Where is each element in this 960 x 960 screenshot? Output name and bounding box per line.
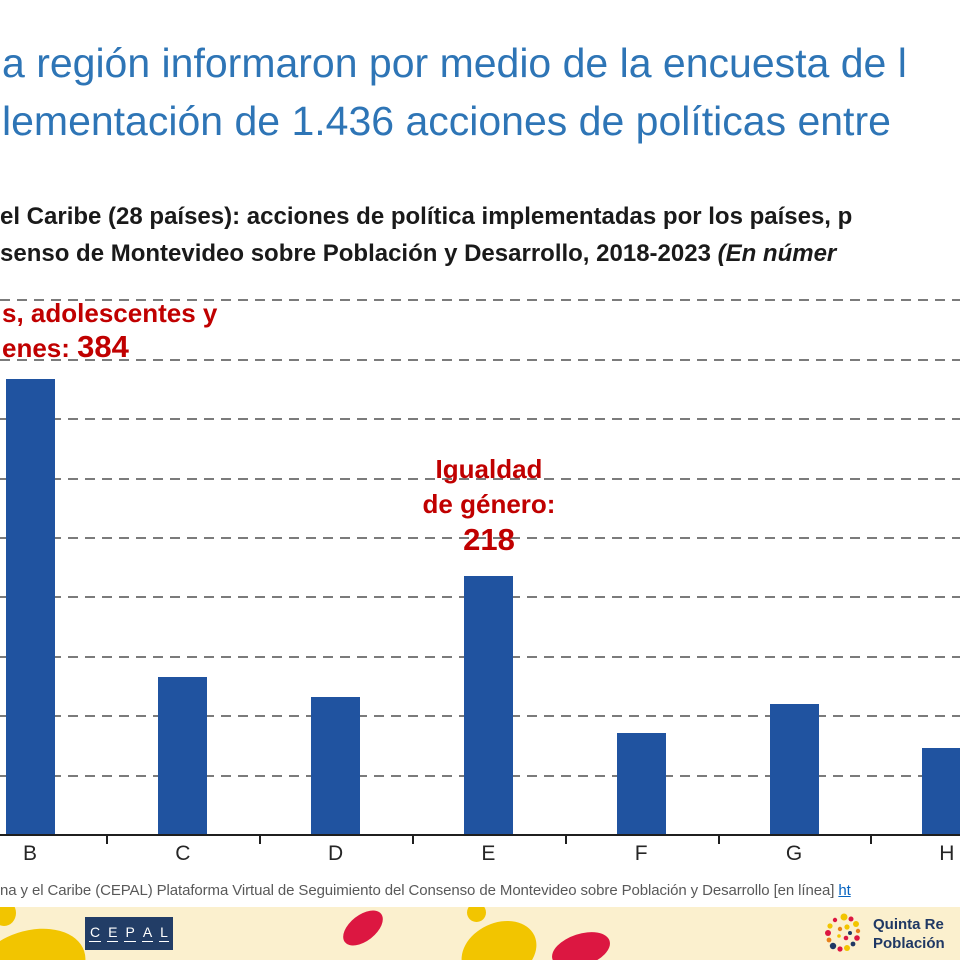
- axis-tick: [106, 836, 109, 844]
- cepal-logo-letter: E: [107, 924, 119, 942]
- subtitle-line-2: senso de Montevideo sobre Población y De…: [0, 235, 960, 272]
- x-axis: [0, 834, 960, 836]
- conference-title-line-1: Quinta Re: [873, 916, 944, 933]
- bar-D: [311, 697, 361, 835]
- conference-title: Quinta Re Población: [873, 915, 945, 953]
- annotation-gender-value: 218: [463, 522, 515, 557]
- category-label-G: G: [785, 842, 803, 865]
- decorative-red-blob: [336, 907, 390, 953]
- category-label-F: F: [634, 842, 648, 865]
- bar-F: [616, 732, 666, 835]
- decorative-yellow-blob: [451, 909, 547, 960]
- axis-tick: [717, 836, 720, 844]
- bar-C: [158, 676, 208, 835]
- category-label-C: C: [175, 842, 191, 865]
- cepal-logo-letter: L: [159, 924, 169, 942]
- title-line-2: lementación de 1.436 acciones de polític…: [2, 98, 891, 144]
- gridline-300: [0, 477, 960, 480]
- axis-tick: [870, 836, 873, 844]
- source-footnote: na y el Caribe (CEPAL) Plataforma Virtua…: [0, 882, 960, 899]
- chart-subtitle: el Caribe (28 países): acciones de polít…: [0, 198, 960, 272]
- cepal-logo-letter: P: [124, 924, 136, 942]
- annotation-youth-line-2: enes: 384: [2, 330, 217, 365]
- category-label-B: B: [22, 842, 38, 865]
- axis-tick: [564, 836, 567, 844]
- title-line-1: a región informaron por medio de la encu…: [2, 40, 907, 86]
- bar-E: [463, 576, 513, 835]
- annotation-youth-label: enes:: [2, 333, 78, 363]
- axis-tick: [412, 836, 414, 844]
- annotation-youth: s, adolescentes y enes: 384: [2, 297, 217, 365]
- gridline-450: [0, 299, 960, 302]
- annotation-gender-line-1: Igualdad: [435, 454, 543, 484]
- source-text: na y el Caribe (CEPAL) Plataforma Virtua…: [0, 882, 839, 899]
- decorative-yellow-dot: [0, 907, 16, 926]
- category-label-H: H: [939, 842, 955, 865]
- annotation-gender-line-2: de género:: [422, 489, 556, 519]
- cepal-logo-letter: A: [141, 924, 154, 942]
- cepal-logo-letter: C: [89, 924, 102, 942]
- category-label-E: E: [481, 842, 496, 865]
- subtitle-line-1: el Caribe (28 países): acciones de polít…: [0, 203, 853, 230]
- annotation-youth-line-1: s, adolescentes y: [2, 298, 218, 328]
- slide-title: a región informaron por medio de la encu…: [2, 34, 960, 150]
- bar-B: [5, 378, 55, 835]
- decorative-yellow-dot: [467, 907, 486, 922]
- bar-G: [769, 704, 819, 835]
- source-link[interactable]: ht: [838, 882, 851, 899]
- annotation-gender: Igualdad de género: 218: [389, 452, 589, 557]
- gridline-400: [0, 358, 960, 361]
- subtitle-line-2-italic: (En númer: [717, 240, 837, 267]
- conference-logo-icon: [825, 913, 861, 952]
- category-label-D: D: [328, 842, 344, 865]
- axis-tick: [259, 836, 262, 844]
- gridline-250: [0, 537, 960, 539]
- decorative-yellow-blob: [0, 915, 96, 960]
- annotation-youth-value: 384: [77, 329, 129, 364]
- decorative-red-blob: [547, 925, 615, 960]
- gridline-350: [0, 418, 960, 421]
- conference-title-line-2: Población: [873, 935, 945, 952]
- subtitle-line-2-regular: senso de Montevideo sobre Población y De…: [0, 240, 718, 267]
- bar-H: [922, 748, 960, 835]
